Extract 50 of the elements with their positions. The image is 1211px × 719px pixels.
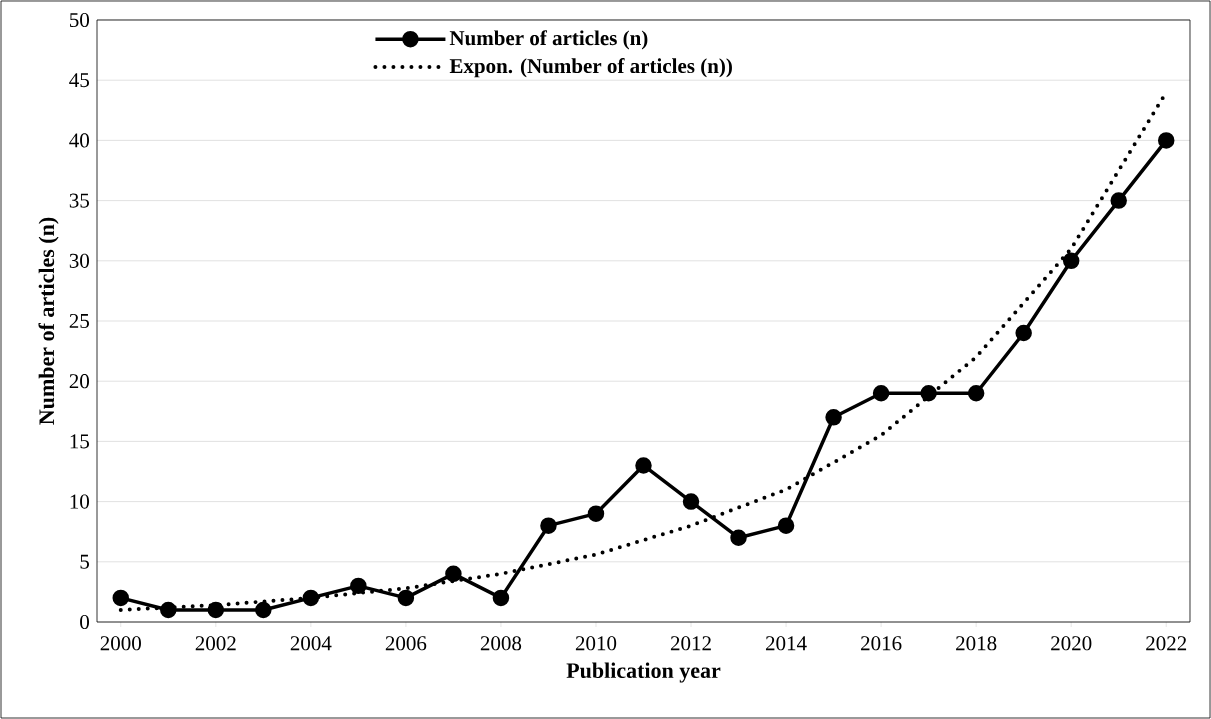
point — [920, 384, 937, 402]
point — [1015, 324, 1032, 342]
x-tick-label: 2016 — [861, 636, 902, 651]
point — [302, 589, 320, 607]
point — [1062, 252, 1080, 270]
point — [777, 517, 795, 534]
x-tick-label: 2008 — [480, 636, 522, 651]
x-tick-label: 2000 — [100, 636, 141, 651]
y-tick-label: 45 — [69, 73, 89, 88]
legend-label: Expon. (Number of articles (n)) — [449, 58, 732, 78]
point — [967, 384, 985, 402]
point — [160, 601, 177, 619]
point — [1157, 132, 1175, 149]
point — [682, 493, 700, 510]
y-tick-label: 0 — [80, 614, 89, 630]
x-tick-label: 2014 — [765, 636, 807, 651]
y-tick-label: 50 — [70, 12, 89, 28]
y-tick-label: 25 — [69, 313, 89, 329]
point — [255, 601, 272, 619]
y-tick-label: 10 — [70, 494, 89, 509]
point — [540, 517, 557, 534]
x-tick-label: 2012 — [670, 636, 711, 651]
y-axis-title: Number of articles (n) — [38, 217, 59, 425]
y-tick-label: 40 — [69, 133, 89, 148]
x-tick-label: 2010 — [575, 636, 617, 651]
point — [492, 589, 510, 607]
x-tick-label: 2018 — [956, 636, 997, 651]
point — [445, 565, 462, 583]
point — [872, 384, 890, 402]
point — [1110, 192, 1127, 209]
y-tick-label: 15 — [70, 434, 89, 449]
x-tick-label: 2006 — [385, 636, 427, 651]
x-tick-label: 2022 — [1146, 636, 1187, 651]
y-tick-label: 20 — [69, 374, 89, 389]
point — [112, 589, 130, 607]
y-tick-label: 35 — [69, 193, 89, 208]
point — [635, 457, 652, 474]
point — [350, 577, 367, 595]
x-tick-label: 2020 — [1051, 636, 1092, 651]
y-tick-label: 30 — [69, 253, 89, 268]
x-tick-label: 2004 — [290, 636, 332, 651]
point — [207, 601, 225, 619]
y-tick-label: 5 — [80, 554, 89, 569]
legend-label: Number of articles (n) — [449, 30, 648, 50]
x-axis-title: Publication year — [566, 662, 721, 683]
point — [730, 529, 747, 546]
point — [587, 505, 605, 522]
point — [397, 589, 415, 607]
point — [825, 409, 842, 426]
x-tick-label: 2002 — [195, 636, 236, 651]
